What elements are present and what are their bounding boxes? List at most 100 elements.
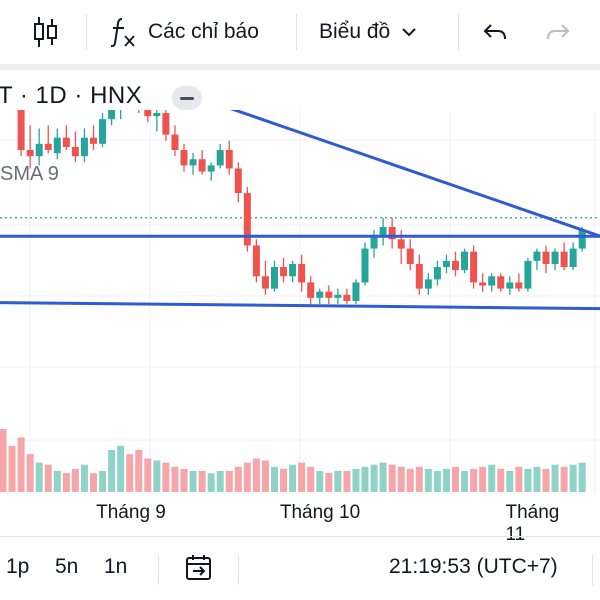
candle-body: [280, 267, 288, 277]
candle-body: [352, 282, 360, 301]
volume-bar: [0, 429, 7, 492]
chevron-down-icon: [402, 28, 416, 37]
go-to-date-button[interactable]: [184, 553, 214, 588]
volume-bar: [26, 454, 34, 492]
candle-body: [99, 119, 107, 144]
candle-body: [198, 159, 206, 172]
chart-style-button[interactable]: [33, 0, 59, 64]
candle-body: [533, 251, 541, 261]
candle-body: [261, 276, 269, 289]
candle-body: [252, 245, 260, 277]
candle-body: [406, 248, 414, 264]
volume-bar: [452, 466, 459, 492]
volume-bar: [189, 471, 197, 492]
candle-body: [388, 227, 396, 240]
undo-button[interactable]: [481, 0, 509, 64]
candle-body: [35, 143, 43, 157]
candle-body: [243, 193, 251, 246]
symbol-info: T · 1D · HNX: [0, 82, 143, 109]
candle-body: [144, 110, 152, 117]
volume-bar: [515, 466, 523, 492]
volume-bar: [108, 450, 116, 492]
volume-bar: [497, 468, 505, 492]
candle-body: [370, 236, 378, 249]
volume-bar: [524, 468, 532, 492]
candle-body: [334, 294, 342, 298]
volume-bar: [542, 468, 550, 492]
candle-body: [180, 150, 188, 166]
candle-body: [497, 276, 505, 289]
candle-body: [424, 279, 432, 289]
candle-body: [298, 263, 306, 283]
candle-body: [108, 110, 116, 120]
candle-body: [524, 260, 532, 289]
candle-body: [171, 134, 179, 150]
volume-bar: [325, 473, 333, 492]
candle-body: [90, 137, 97, 144]
chart-type-label: Biểu đồ: [319, 20, 391, 43]
indicators-label: Các chỉ báo: [148, 20, 259, 43]
redo-button[interactable]: [544, 0, 572, 64]
volume-bar: [243, 462, 251, 492]
chart-type-dropdown[interactable]: Biểu đồ: [319, 0, 418, 64]
volume-bar: [153, 460, 161, 492]
indicator-legend-sma[interactable]: SMA 9: [0, 163, 59, 185]
top-toolbar: Các chỉ báo Biểu đồ: [0, 0, 600, 64]
candle-body: [569, 248, 577, 268]
candle-body: [551, 251, 559, 264]
volume-bar: [488, 464, 496, 492]
candle-body: [271, 267, 278, 289]
candle-body: [461, 251, 469, 271]
timeframe-1p[interactable]: 1p: [6, 555, 30, 578]
volume-bar: [406, 468, 414, 492]
candle-body: [17, 110, 25, 151]
toolbar-divider: [0, 64, 600, 70]
indicators-button[interactable]: Các chỉ báo: [108, 0, 259, 64]
volume-bar: [44, 464, 52, 492]
candle-body: [234, 168, 242, 194]
candle-body: [316, 291, 324, 298]
volume-bar: [261, 460, 269, 492]
volume-bar: [479, 466, 487, 492]
volume-bar: [334, 471, 342, 492]
candle-body: [515, 282, 523, 289]
volume-bar: [298, 462, 306, 492]
candle-body: [578, 230, 586, 249]
volume-bar: [126, 454, 134, 492]
volume-bar: [343, 471, 351, 492]
volume-bar: [144, 458, 152, 492]
volume-bar: [71, 468, 79, 492]
candle-body: [397, 239, 405, 249]
volume-bar: [171, 466, 179, 492]
volume-bar: [225, 471, 233, 492]
timeframe-1n[interactable]: 1n: [104, 555, 128, 578]
price-chart[interactable]: [0, 110, 600, 536]
candle-body: [26, 150, 34, 157]
volume-bar: [461, 471, 469, 492]
volume-bar: [117, 445, 125, 492]
volume-bar: [370, 464, 378, 492]
volume-bar: [99, 471, 107, 492]
candle-body: [289, 263, 297, 277]
volume-bar: [280, 468, 288, 492]
x-tick-label: Tháng 11: [505, 502, 560, 545]
candle-body: [207, 165, 215, 172]
volume-bar: [234, 466, 242, 492]
volume-bar: [252, 458, 260, 492]
candle-body: [361, 248, 369, 283]
volume-bar: [8, 445, 16, 492]
volume-bar: [307, 466, 315, 492]
volume-bar: [62, 473, 70, 492]
candle-body: [379, 227, 387, 237]
timeframe-5n[interactable]: 5n: [55, 555, 79, 578]
volume-bar: [424, 468, 432, 492]
redo-icon: [547, 24, 570, 40]
trendline: [0, 301, 600, 311]
candle-body: [542, 251, 550, 264]
candle-body: [153, 113, 161, 117]
x-tick-label: Tháng 9: [96, 502, 166, 523]
volume-bar: [17, 437, 25, 492]
legend-collapse-button[interactable]: [172, 86, 202, 110]
candle-body: [343, 294, 351, 301]
function-icon: [110, 18, 135, 47]
